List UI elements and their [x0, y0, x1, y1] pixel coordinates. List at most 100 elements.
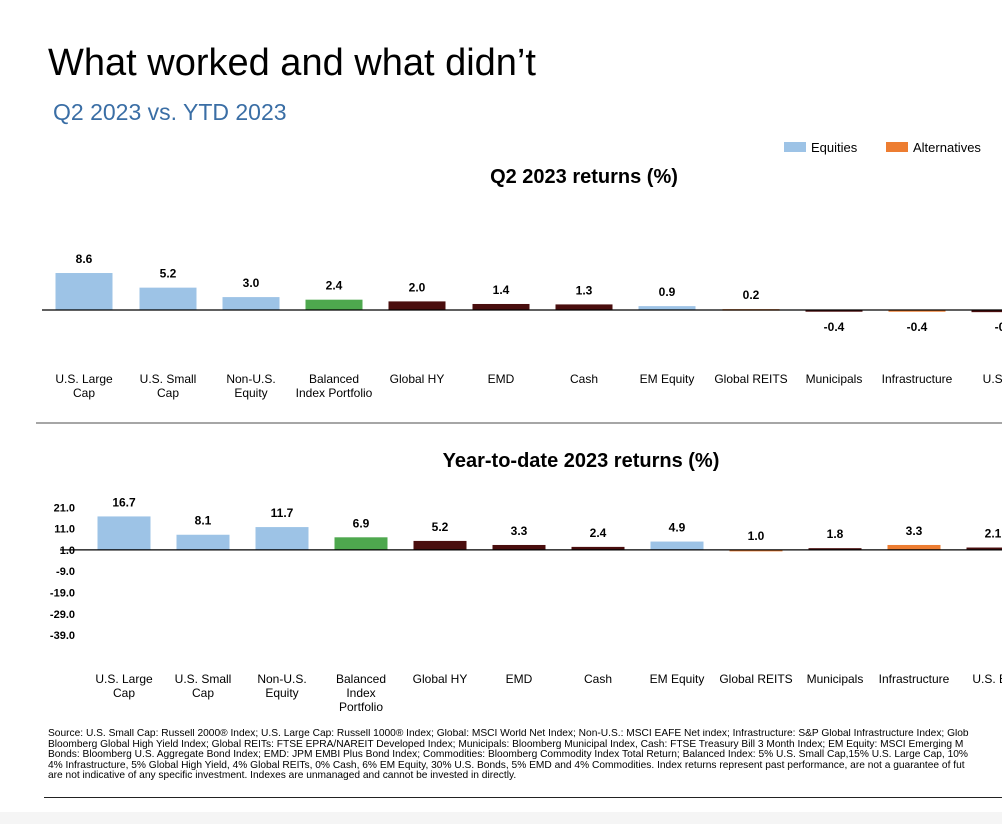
- bar: [97, 516, 151, 550]
- page-subtitle: Q2 2023 vs. YTD 2023: [53, 99, 287, 125]
- bar: [971, 310, 1002, 313]
- category-label: EMD: [506, 672, 533, 686]
- data-label: -0: [995, 320, 1002, 334]
- data-label: 2.1: [985, 527, 1002, 541]
- page-title: What worked and what didn’t: [48, 42, 536, 84]
- category-label: Equity: [265, 686, 298, 700]
- bar: [305, 299, 363, 310]
- category-label: Non-U.S.: [257, 672, 306, 686]
- category-label: Global REITS: [719, 672, 792, 686]
- category-label: Index Portfolio: [296, 386, 373, 400]
- footnote-line: 4% Infrastructure, 5% Global High Yield,…: [48, 759, 965, 771]
- data-label: 11.7: [271, 506, 294, 520]
- section-divider: [36, 422, 1002, 424]
- data-label: 5.2: [432, 520, 449, 534]
- data-label: 8.1: [195, 514, 212, 528]
- footer-divider: [44, 797, 1002, 798]
- source-footnote: Source: U.S. Small Cap: Russell 2000® In…: [48, 729, 1002, 782]
- data-label: 4.9: [669, 521, 686, 535]
- data-label: 2.0: [409, 280, 426, 294]
- data-label: 0.2: [743, 288, 760, 302]
- data-label: -0.4: [824, 320, 845, 334]
- bar: [388, 301, 446, 310]
- data-label: 2.4: [590, 526, 607, 540]
- y-tick-label: 21.0: [54, 502, 75, 514]
- category-label: Cash: [584, 672, 612, 686]
- bar: [729, 549, 783, 552]
- data-label: 16.7: [112, 495, 136, 509]
- bar: [176, 534, 230, 550]
- bar: [808, 548, 862, 550]
- category-label: Municipals: [807, 672, 864, 686]
- bar: [139, 287, 197, 310]
- category-label: Global HY: [413, 672, 468, 686]
- category-label: EMD: [488, 372, 515, 386]
- data-label: 1.4: [493, 283, 510, 297]
- category-label: U.S. B: [983, 372, 1002, 386]
- data-label: 1.3: [576, 283, 593, 297]
- bar: [650, 541, 704, 550]
- chart-title: Year-to-date 2023 returns (%): [443, 450, 720, 472]
- category-label: Municipals: [806, 372, 863, 386]
- category-label: Cash: [570, 372, 598, 386]
- bar: [887, 544, 941, 550]
- category-label: U.S. Bo: [972, 672, 1002, 686]
- category-label: Equity: [234, 386, 267, 400]
- bar: [334, 537, 388, 550]
- category-label: Global REITS: [714, 372, 787, 386]
- y-tick-label: -29.0: [50, 609, 75, 621]
- category-label: EM Equity: [640, 372, 695, 386]
- data-label: 5.2: [160, 267, 177, 281]
- footnote-line: Source: U.S. Small Cap: Russell 2000® In…: [48, 729, 969, 739]
- y-tick-label: 11.0: [54, 524, 75, 536]
- data-label: 0.9: [659, 285, 676, 299]
- chart-title: Q2 2023 returns (%): [490, 166, 678, 188]
- footnote-line: are not indicative of any specific inves…: [48, 770, 517, 782]
- legend-label-alternatives: Alternatives: [913, 139, 981, 155]
- category-label: EM Equity: [650, 672, 705, 686]
- data-label: 8.6: [76, 252, 93, 266]
- bar: [492, 544, 546, 550]
- bar: [638, 306, 696, 310]
- y-tick-label: -19.0: [50, 587, 75, 599]
- category-label: U.S. Small: [175, 672, 232, 686]
- category-label: Cap: [113, 686, 135, 700]
- category-label: Balanced: [309, 372, 359, 386]
- y-tick-label: -39.0: [50, 630, 75, 642]
- bar: [413, 540, 467, 550]
- bar: [571, 546, 625, 550]
- data-label: 3.3: [511, 524, 528, 538]
- legend-label-equities: Equities: [811, 139, 858, 155]
- category-label: Cap: [157, 386, 179, 400]
- footnote-line: Bloomberg Global High Yield Index; Globa…: [48, 738, 964, 750]
- bar: [888, 310, 946, 312]
- bar: [222, 297, 280, 310]
- category-label: Infrastructure: [879, 672, 950, 686]
- data-label: -0.4: [907, 320, 928, 334]
- category-label: Non-U.S.: [226, 372, 275, 386]
- legend-item-equities: Equities: [784, 139, 857, 155]
- bar: [555, 304, 613, 310]
- legend-swatch-equities: [784, 142, 806, 152]
- bar: [966, 547, 1002, 550]
- legend-item-alternatives: Alternatives: [886, 139, 981, 155]
- bar: [472, 303, 530, 310]
- data-label: 1.8: [827, 527, 844, 541]
- bar: [55, 273, 113, 310]
- data-label: 3.0: [243, 276, 260, 290]
- category-label: Balanced: [336, 672, 386, 686]
- category-label: U.S. Large: [95, 672, 153, 686]
- data-label: 6.9: [353, 516, 370, 530]
- category-label: U.S. Small: [140, 372, 197, 386]
- data-label: 2.4: [326, 279, 343, 293]
- legend-swatch-alternatives: [886, 142, 908, 152]
- data-label: 1.0: [748, 529, 765, 543]
- bar: [805, 310, 863, 312]
- data-label: 3.3: [906, 524, 923, 538]
- category-label: Portfolio: [339, 700, 383, 714]
- y-tick-label: 1.0: [60, 545, 75, 557]
- footnote-line: Bonds: Bloomberg U.S. Aggregate Bond Ind…: [48, 749, 968, 761]
- category-label: Cap: [192, 686, 214, 700]
